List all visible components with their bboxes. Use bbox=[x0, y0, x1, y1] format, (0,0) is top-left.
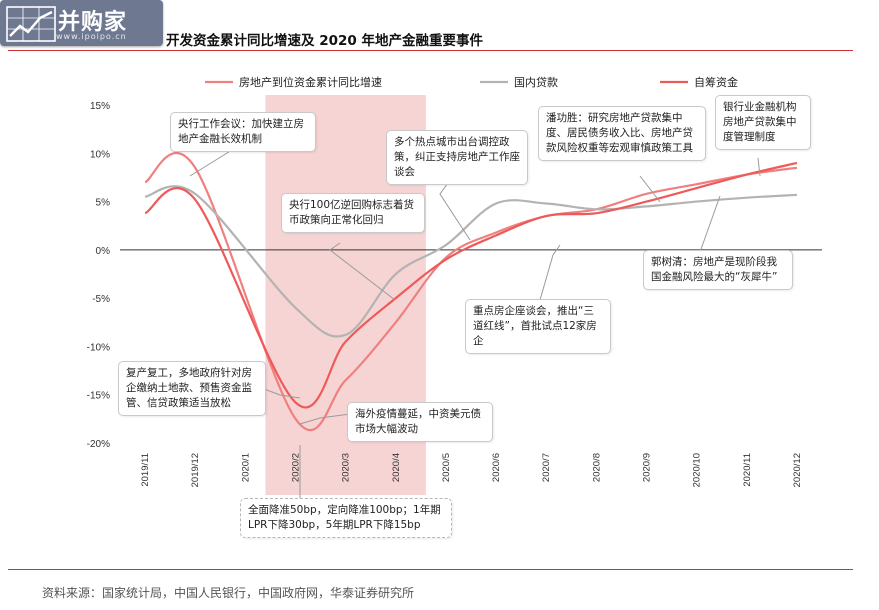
x-tick-label: 2020/5 bbox=[441, 453, 452, 482]
annotation-leader-line bbox=[439, 179, 471, 241]
chart-title: 开发资金累计同比增速及 2020 年地产金融重要事件 bbox=[166, 33, 483, 49]
annotation-a1: 央行工作会议：加快建立房地产金融长效机制 bbox=[170, 112, 316, 152]
series-line-2 bbox=[144, 185, 797, 338]
y-tick-label: -10% bbox=[87, 342, 110, 353]
series-line-3 bbox=[144, 161, 798, 409]
annotation-leader-line bbox=[757, 157, 761, 177]
y-tick-label: 15% bbox=[90, 101, 110, 112]
x-tick-label: 2020/4 bbox=[391, 453, 402, 482]
legend-label: 房地产到位资金累计同比增速 bbox=[239, 75, 382, 89]
annotation-a10: 全面降准50bp，定向降准100bp；1年期LPR下降30bp，5年期LPR下降… bbox=[240, 498, 452, 538]
x-tick-label: 2019/12 bbox=[190, 453, 201, 487]
x-tick-label: 2020/8 bbox=[591, 453, 602, 482]
x-tick-label: 2020/9 bbox=[642, 453, 653, 482]
annotation-leader-line bbox=[539, 244, 561, 301]
x-tick-label: 2020/6 bbox=[491, 453, 502, 482]
legend-label: 国内贷款 bbox=[514, 75, 558, 89]
logo-site: www.ipoipo.cn bbox=[56, 32, 127, 41]
x-tick-label: 2019/11 bbox=[140, 453, 151, 487]
annotation-leader-line bbox=[699, 195, 721, 253]
y-tick-label: 0% bbox=[96, 246, 111, 257]
x-tick-label: 2020/12 bbox=[792, 453, 803, 487]
annotation-a6: 郭树清：房地产是现阶段我国金融风险最大的“灰犀牛” bbox=[643, 250, 793, 290]
annotation-a2: 央行100亿逆回购标志着货币政策向正常化回归 bbox=[281, 193, 425, 233]
y-tick-label: -15% bbox=[87, 391, 110, 402]
annotation-leader-line bbox=[639, 175, 661, 203]
y-tick-label: -5% bbox=[92, 294, 110, 305]
annotation-a8: 复产复工，多地政府针对房企缴纳土地款、预售资金监管、信贷政策适当放松 bbox=[118, 361, 266, 416]
chart-logo-icon bbox=[6, 6, 56, 42]
annotation-leader-line bbox=[329, 242, 396, 301]
series-line-1 bbox=[144, 151, 798, 432]
x-tick-label: 2020/3 bbox=[341, 453, 352, 482]
x-tick-label: 2020/2 bbox=[291, 453, 302, 482]
annotation-a7: 重点房企座谈会，推出“三道红线”，首批试点12家房企 bbox=[465, 299, 611, 354]
x-tick-label: 2020/10 bbox=[692, 453, 703, 487]
bottom-rule bbox=[8, 569, 853, 570]
y-tick-label: -20% bbox=[87, 439, 110, 450]
x-tick-label: 2020/1 bbox=[240, 453, 251, 482]
logo-brand: 并购家 bbox=[58, 10, 128, 35]
legend-label: 自筹资金 bbox=[694, 75, 738, 89]
annotation-a5: 银行业金融机构房地产贷款集中度管理制度 bbox=[715, 95, 811, 150]
annotation-a3: 多个热点城市出台调控政策，纠正支持房地产工作座谈会 bbox=[386, 130, 528, 185]
source-note: 资料来源：国家统计局，中国人民银行，中国政府网，华泰证券研究所 bbox=[42, 586, 415, 600]
annotation-leader-line bbox=[189, 149, 233, 177]
annotation-a9: 海外疫情蔓延，中资美元债市场大幅波动 bbox=[347, 402, 493, 442]
annotation-a4: 潘功胜：研究房地产贷款集中度、居民债务收入比、房地产贷款风险权重等宏观审慎政策工… bbox=[538, 106, 706, 161]
x-tick-label: 2020/7 bbox=[541, 453, 552, 482]
y-tick-label: 10% bbox=[90, 149, 110, 160]
top-rule bbox=[8, 50, 853, 51]
x-tick-label: 2020/11 bbox=[742, 453, 753, 487]
site-logo: 并购家 www.ipoipo.cn bbox=[0, 0, 163, 46]
y-tick-label: 5% bbox=[96, 198, 111, 209]
